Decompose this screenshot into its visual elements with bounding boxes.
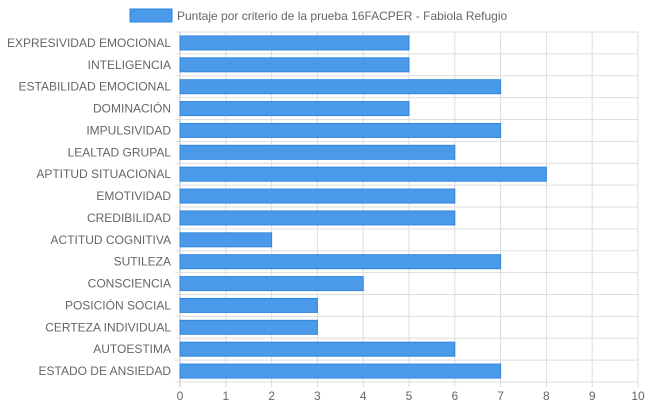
bar — [179, 341, 456, 357]
bar — [179, 363, 502, 379]
bar — [179, 122, 502, 138]
bar — [179, 210, 456, 226]
bar — [179, 35, 410, 51]
x-tick-label: 4 — [360, 389, 367, 403]
category-label: CERTEZA INDIVIDUAL — [45, 320, 171, 334]
category-label: AUTOESTIMA — [93, 342, 171, 356]
category-label: EMOTIVIDAD — [96, 189, 171, 203]
bar — [179, 297, 318, 313]
bar — [179, 166, 547, 182]
x-tick-label: 0 — [177, 389, 184, 403]
x-tick-label: 8 — [543, 389, 550, 403]
bar — [179, 319, 318, 335]
x-tick-label: 10 — [631, 389, 645, 403]
x-tick-label: 9 — [589, 389, 596, 403]
category-label: INTELIGENCIA — [88, 58, 171, 72]
x-tick-label: 6 — [451, 389, 458, 403]
category-label: ESTABILIDAD EMOCIONAL — [19, 80, 172, 94]
bar — [179, 254, 502, 270]
legend-label: Puntaje por criterio de la prueba 16FACP… — [177, 9, 508, 23]
x-tick-label: 5 — [406, 389, 413, 403]
x-tick-label: 1 — [222, 389, 229, 403]
category-label: CREDIBILIDAD — [87, 211, 171, 225]
category-label: POSICIÓN SOCIAL — [65, 297, 171, 312]
category-label: ESTADO DE ANSIEDAD — [39, 364, 172, 378]
bar — [179, 144, 456, 160]
category-label: APTITUD SITUACIONAL — [36, 167, 171, 181]
x-tick-label: 7 — [497, 389, 504, 403]
category-label: ACTITUD COGNITIVA — [51, 233, 171, 247]
legend-swatch — [129, 8, 173, 23]
x-tick-label: 2 — [268, 389, 275, 403]
bar — [179, 57, 410, 73]
bar — [179, 232, 273, 248]
x-tick-label: 3 — [314, 389, 321, 403]
category-label: CONSCIENCIA — [88, 277, 171, 291]
category-label: IMPULSIVIDAD — [86, 123, 171, 137]
bar — [179, 101, 410, 117]
category-label: LEALTAD GRUPAL — [68, 145, 172, 159]
bar — [179, 276, 364, 292]
category-label: DOMINACIÓN — [93, 101, 171, 116]
bar — [179, 188, 456, 204]
bar — [179, 79, 502, 95]
category-label: EXPRESIVIDAD EMOCIONAL — [7, 36, 171, 50]
category-label: SUTILEZA — [114, 255, 171, 269]
